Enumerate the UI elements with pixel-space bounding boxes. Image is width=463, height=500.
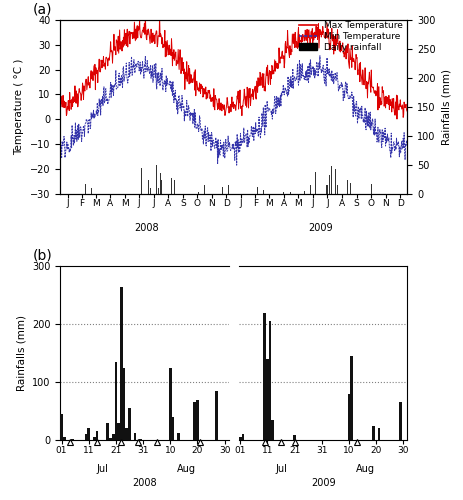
Bar [320,174,321,194]
Bar [88,428,90,440]
Text: Jul: Jul [96,464,108,474]
Bar [141,168,142,194]
Bar [350,356,353,440]
Bar [347,180,348,194]
Text: Aug: Aug [356,464,375,474]
Y-axis label: Rainfalls (mm): Rainfalls (mm) [441,69,451,145]
Bar [377,428,380,440]
Bar [125,428,128,440]
Bar [128,408,131,440]
Bar [112,434,114,440]
Bar [117,422,120,440]
Bar [271,420,274,440]
Text: 2009: 2009 [308,224,333,234]
Bar [95,432,98,440]
Bar [204,185,205,194]
Bar [335,169,336,194]
Bar [93,437,95,440]
Bar [293,436,296,440]
Bar [196,400,199,440]
Bar [337,185,338,194]
Text: 2008: 2008 [135,224,159,234]
Bar [198,192,199,194]
Bar [144,165,145,194]
Bar [319,188,320,194]
Bar [242,434,244,440]
Bar [174,180,175,194]
Bar [290,192,291,194]
Text: Aug: Aug [177,464,196,474]
Bar [60,414,63,440]
Bar [177,433,180,440]
Bar [114,362,117,440]
Y-axis label: Temperature ( °C ): Temperature ( °C ) [14,58,25,155]
Bar [194,188,195,194]
Bar [161,180,162,194]
Bar [331,166,332,194]
Bar [218,190,219,194]
Bar [329,175,330,194]
Bar [213,190,214,194]
Text: 2008: 2008 [132,478,157,488]
Text: 2009: 2009 [311,478,336,488]
Bar [255,189,256,194]
Bar [372,426,375,440]
Legend: Max Temperature, Min Temperature, Daily rainfall: Max Temperature, Min Temperature, Daily … [299,21,403,52]
Text: Jul: Jul [275,464,287,474]
Bar [172,417,175,440]
Bar [139,439,142,440]
Bar [91,188,92,194]
Bar [343,170,344,194]
Bar [257,187,258,194]
Bar [306,166,307,194]
Bar [326,186,327,194]
Y-axis label: Rainfalls (mm): Rainfalls (mm) [16,315,26,391]
Bar [150,188,151,194]
Bar [263,312,266,440]
Bar [71,439,74,440]
Bar [228,185,229,194]
Bar [348,394,350,440]
Bar [158,188,159,194]
Bar [134,433,136,440]
Bar [171,178,172,194]
Bar [310,186,311,194]
Bar [85,184,86,194]
Bar [109,438,112,440]
Bar [266,359,269,440]
Bar [149,177,150,194]
Bar [215,391,218,440]
Bar [106,422,109,440]
Bar [315,172,316,194]
Text: (a): (a) [32,2,52,16]
Bar [169,368,172,440]
Bar [123,368,125,440]
Bar [222,186,223,194]
Bar [194,402,196,440]
Bar [120,286,123,440]
Text: (b): (b) [33,249,53,263]
Bar [399,402,402,440]
Bar [269,322,271,440]
Bar [85,434,88,440]
Bar [63,437,66,440]
Bar [327,186,328,194]
Bar [160,172,161,194]
Bar [239,437,242,440]
